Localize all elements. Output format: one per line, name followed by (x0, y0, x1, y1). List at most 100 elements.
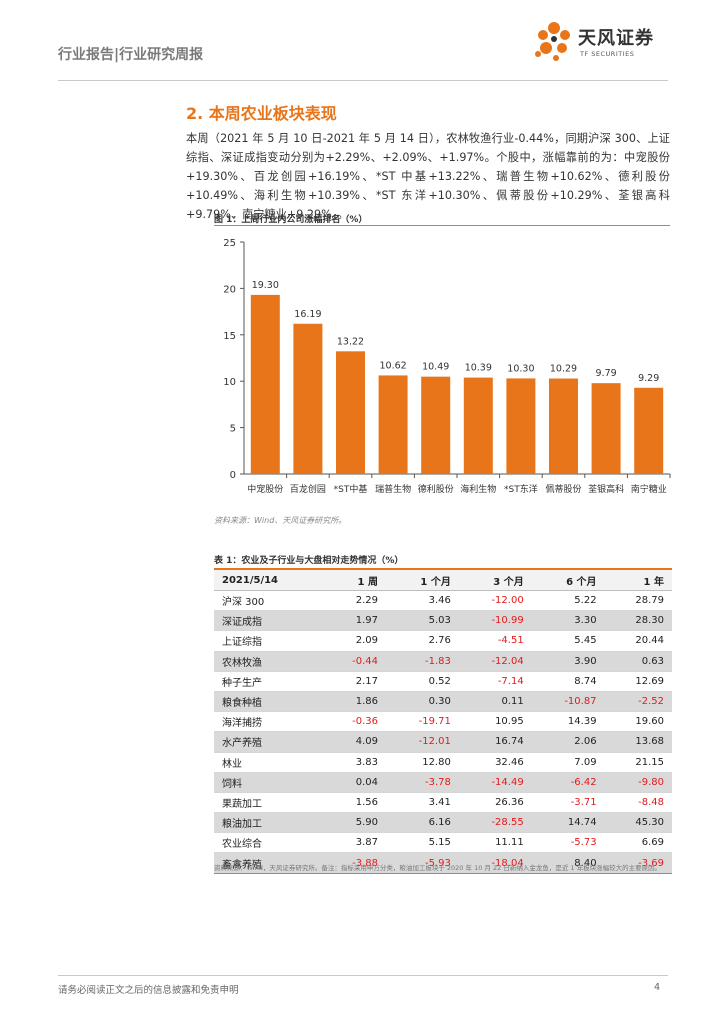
logo-flower-icon (535, 22, 570, 61)
table-cell: 5.22 (531, 590, 605, 612)
table-cell: 28.79 (604, 590, 672, 612)
x-category-label: 德利股份 (418, 483, 454, 495)
table-cell: 8.40 (531, 852, 605, 874)
table-cell: 12.80 (385, 752, 459, 773)
y-tick-label: 10 (223, 377, 236, 388)
table-cell: 14.74 (531, 812, 605, 834)
table-cell: 8.74 (531, 671, 605, 692)
table-cell: 28.30 (604, 610, 672, 632)
table-row: 粮油加工 5.90 6.16 -28.55 14.74 45.30 (214, 812, 672, 834)
table-cell: 0.52 (385, 671, 459, 692)
chart-bars (250, 294, 664, 474)
table-row: 沪深 300 2.29 3.46 -12.00 5.22 28.79 (214, 590, 672, 612)
row-label: 海洋捕捞 (214, 711, 323, 733)
table-cell: 13.68 (604, 731, 672, 753)
table-cell: 21.15 (604, 752, 672, 773)
table-cell: -3.88 (322, 852, 386, 874)
bar-value-label: 10.49 (422, 362, 449, 373)
row-label: 农林牧渔 (214, 651, 323, 672)
chart-labels: 19.30 中宠股份 16.19 百龙创园 13.22 *ST中基 10.62 瑞普生物 10.… (247, 280, 666, 495)
table-cell: -0.36 (322, 711, 386, 733)
table-cell: 14.39 (531, 711, 605, 733)
row-label: 果蔬加工 (214, 792, 323, 814)
table-row: 果蔬加工 1.56 3.41 26.36 -3.71 -8.48 (214, 792, 672, 814)
row-label: 粮油加工 (214, 812, 323, 834)
table-cell: -14.49 (458, 772, 532, 793)
table-cell: 2.09 (322, 630, 386, 652)
table-cell: 1.56 (322, 792, 386, 814)
bar-value-label: 10.30 (507, 363, 534, 374)
table-cell: -8.48 (604, 792, 672, 814)
y-tick-label: 25 (223, 238, 236, 249)
x-category-label: *ST中基 (334, 483, 368, 495)
y-tick-label: 20 (223, 284, 236, 295)
bar-value-label: 9.29 (638, 373, 659, 384)
table-row: 上证综指 2.09 2.76 -4.51 5.45 20.44 (214, 630, 672, 652)
table-cell: 19.60 (604, 711, 672, 733)
x-category-label: 海利生物 (460, 483, 496, 495)
table-cell: -7.14 (458, 671, 532, 692)
x-category-label: 百龙创园 (290, 483, 326, 495)
table-column-header: 2021/5/14 (214, 568, 323, 591)
x-category-label: 中宠股份 (247, 483, 283, 495)
table-cell: 0.04 (322, 772, 386, 793)
table-cell: 3.90 (531, 651, 605, 672)
x-category-label: 南宁糖业 (631, 483, 667, 495)
bar-8 (591, 383, 621, 474)
figure-source: 资料来源：Wind、天风证券研究所。 (214, 516, 347, 525)
table-cell: 5.45 (531, 630, 605, 652)
bar-7 (549, 378, 578, 474)
table-cell: 0.11 (458, 691, 532, 713)
table-cell: -12.04 (458, 651, 532, 672)
table-cell: 3.87 (322, 832, 386, 854)
table-cell: 6.69 (604, 832, 672, 854)
table-cell: 7.09 (531, 752, 605, 773)
table-cell: 0.30 (385, 691, 459, 713)
table-cell: 5.03 (385, 610, 459, 632)
table-cell: -12.01 (385, 731, 459, 753)
bar-9 (634, 387, 664, 474)
table-cell: 2.17 (322, 671, 386, 692)
table-cell: 3.83 (322, 752, 386, 773)
row-label: 林业 (214, 752, 323, 773)
table-row: 海洋捕捞 -0.36 -19.71 10.95 14.39 19.60 (214, 711, 672, 733)
table-cell: 6.16 (385, 812, 459, 834)
bar-value-label: 13.22 (337, 336, 364, 347)
table-cell: -10.99 (458, 610, 532, 632)
bar-value-label: 10.39 (465, 363, 492, 374)
row-label: 沪深 300 (214, 590, 323, 612)
table-cell: 2.06 (531, 731, 605, 753)
table-cell: 12.69 (604, 671, 672, 692)
logo-text-cn: 天风证券 (578, 28, 654, 49)
bar-value-label: 10.29 (550, 364, 577, 375)
table-cell: 3.41 (385, 792, 459, 814)
table-caption: 表 1：农业及子行业与大盘相对走势情况（%） (214, 556, 404, 566)
header-divider (58, 80, 668, 81)
table-column-header: 3 个月 (458, 568, 532, 591)
section-paragraph: 本周（2021 年 5 月 10 日-2021 年 5 月 14 日），农林牧渔… (186, 132, 670, 221)
table-cell: 3.30 (531, 610, 605, 632)
table-cell: 32.46 (458, 752, 532, 773)
page-number: 4 (654, 982, 661, 993)
x-category-label: *ST东洋 (504, 483, 538, 495)
table-cell: 3.46 (385, 590, 459, 612)
table-cell: 16.74 (458, 731, 532, 753)
bar-5 (463, 377, 493, 474)
table-cell: 5.15 (385, 832, 459, 854)
table-row: 畜禽养殖 -3.88 -5.93 -18.04 8.40 -3.69 (214, 852, 672, 874)
table-cell: 45.30 (604, 812, 672, 834)
bar-3 (378, 375, 408, 474)
table-cell: 26.36 (458, 792, 532, 814)
table-row: 农业综合 3.87 5.15 11.11 -5.73 6.69 (214, 832, 672, 854)
company-logo: 天风证券 TF SECURITIES (532, 18, 702, 66)
table-cell: -4.51 (458, 630, 532, 652)
figure-caption: 图 1：上周行业内公司涨幅排名（%） (214, 215, 368, 225)
y-tick-label: 0 (230, 470, 236, 481)
footer-divider (58, 975, 668, 976)
table-cell: -2.52 (604, 691, 672, 713)
table-cell: 20.44 (604, 630, 672, 652)
row-label: 饲料 (214, 772, 323, 793)
table-row: 粮食种植 1.86 0.30 0.11 -10.87 -2.52 (214, 691, 672, 713)
table-cell: 2.29 (322, 590, 386, 612)
